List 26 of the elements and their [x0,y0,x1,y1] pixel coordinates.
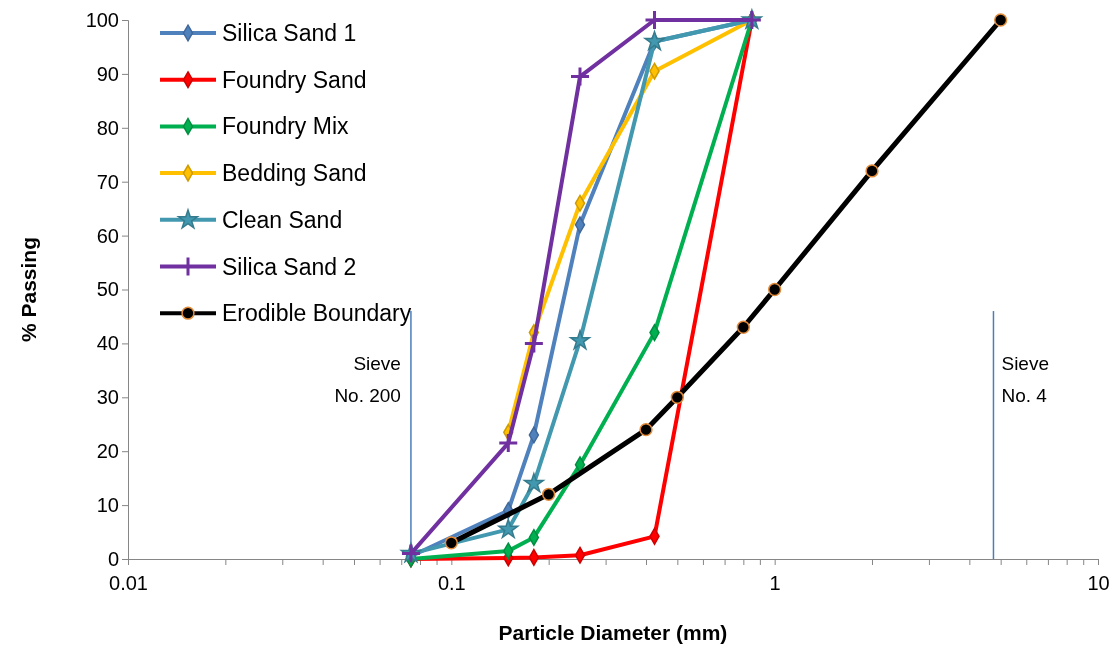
x-tick-label: 10 [1087,572,1110,594]
y-tick-label: 20 [96,440,119,463]
y-tick-label: 0 [107,547,119,570]
y-tick-label: 90 [96,62,119,85]
y-tick-label: 10 [96,494,119,516]
legend-label: Foundry Mix [222,113,350,140]
y-tick-label: 40 [96,332,119,355]
x-tick-label: 0.1 [437,572,466,594]
y-tick-label: 50 [96,278,119,301]
legend-label: Silica Sand 2 [222,253,357,280]
x-tick-label: 1 [769,572,781,594]
y-tick-label: 70 [96,170,119,193]
y-tick-label: 100 [85,8,119,31]
ref-line-label: Sieve No. 4 [1001,353,1049,406]
legend-label: Erodible Boundary [222,300,412,327]
x-tick-label: 0.01 [109,572,148,594]
ref-line-label: Sieve No. 200 [334,353,401,406]
x-axis-title: Particle Diameter (mm) [498,621,728,644]
legend-label: Foundry Sand [222,66,367,93]
y-tick-label: 30 [96,386,119,409]
legend-label: Bedding Sand [222,160,367,187]
legend-label: Silica Sand 1 [222,20,357,46]
legend-label: Clean Sand [222,206,343,233]
y-tick-label: 60 [96,224,119,247]
y-axis-title: % Passing [17,236,40,343]
y-tick-label: 80 [96,116,119,139]
